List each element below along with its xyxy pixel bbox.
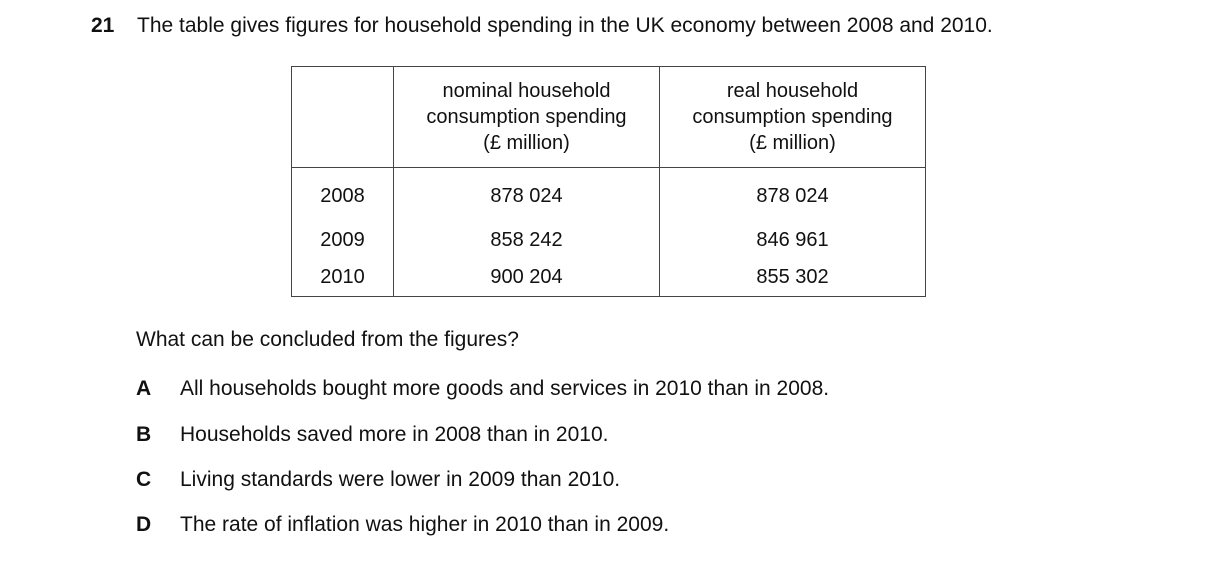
option-letter: A [136,377,152,400]
option-letter: B [136,423,152,446]
header-real: real household consumption spending (£ m… [659,66,926,168]
cell-real: 878 024 [659,167,926,218]
question-number: 21 [91,14,115,37]
table-header-row: nominal household consumption spending (… [291,66,926,168]
cell-year: 2009 [291,218,394,262]
header-nominal-line-2: consumption spending [426,106,627,128]
option-text: Living standards were lower in 2009 than… [180,468,621,491]
cell-year: 2008 [291,167,394,218]
header-year [291,66,394,168]
header-nominal-line-3: (£ million) [483,132,570,154]
option-b[interactable]: B Households saved more in 2008 than in 2… [136,422,608,448]
table-row: 2009 858 242 846 961 [291,218,926,262]
cell-real: 855 302 [659,262,926,297]
header-real-line-1: real household [726,80,859,102]
option-text: The rate of inflation was higher in 2010… [180,513,670,536]
cell-real: 846 961 [659,218,926,262]
option-letter: C [136,468,152,491]
cell-nominal: 878 024 [393,167,660,218]
spending-table: nominal household consumption spending (… [291,66,926,297]
option-text: Households saved more in 2008 than in 20… [180,423,609,446]
header-real-line-3: (£ million) [749,132,836,154]
cell-nominal: 858 242 [393,218,660,262]
option-d[interactable]: D The rate of inflation was higher in 201… [136,512,669,538]
table-row: 2010 900 204 855 302 [291,262,926,297]
table-row: 2008 878 024 878 024 [291,167,926,218]
header-real-line-2: consumption spending [692,106,893,128]
header-nominal-line-1: nominal household [442,80,611,102]
question-stem: The table gives figures for household sp… [137,14,993,37]
cell-year: 2010 [291,262,394,297]
option-a[interactable]: A All households bought more goods and se… [136,376,829,402]
option-text: All households bought more goods and ser… [180,377,830,400]
question-prompt: What can be concluded from the figures? [136,328,519,351]
option-letter: D [136,513,152,536]
cell-nominal: 900 204 [393,262,660,297]
option-c[interactable]: C Living standards were lower in 2009 tha… [136,467,620,493]
header-nominal: nominal household consumption spending (… [393,66,660,168]
